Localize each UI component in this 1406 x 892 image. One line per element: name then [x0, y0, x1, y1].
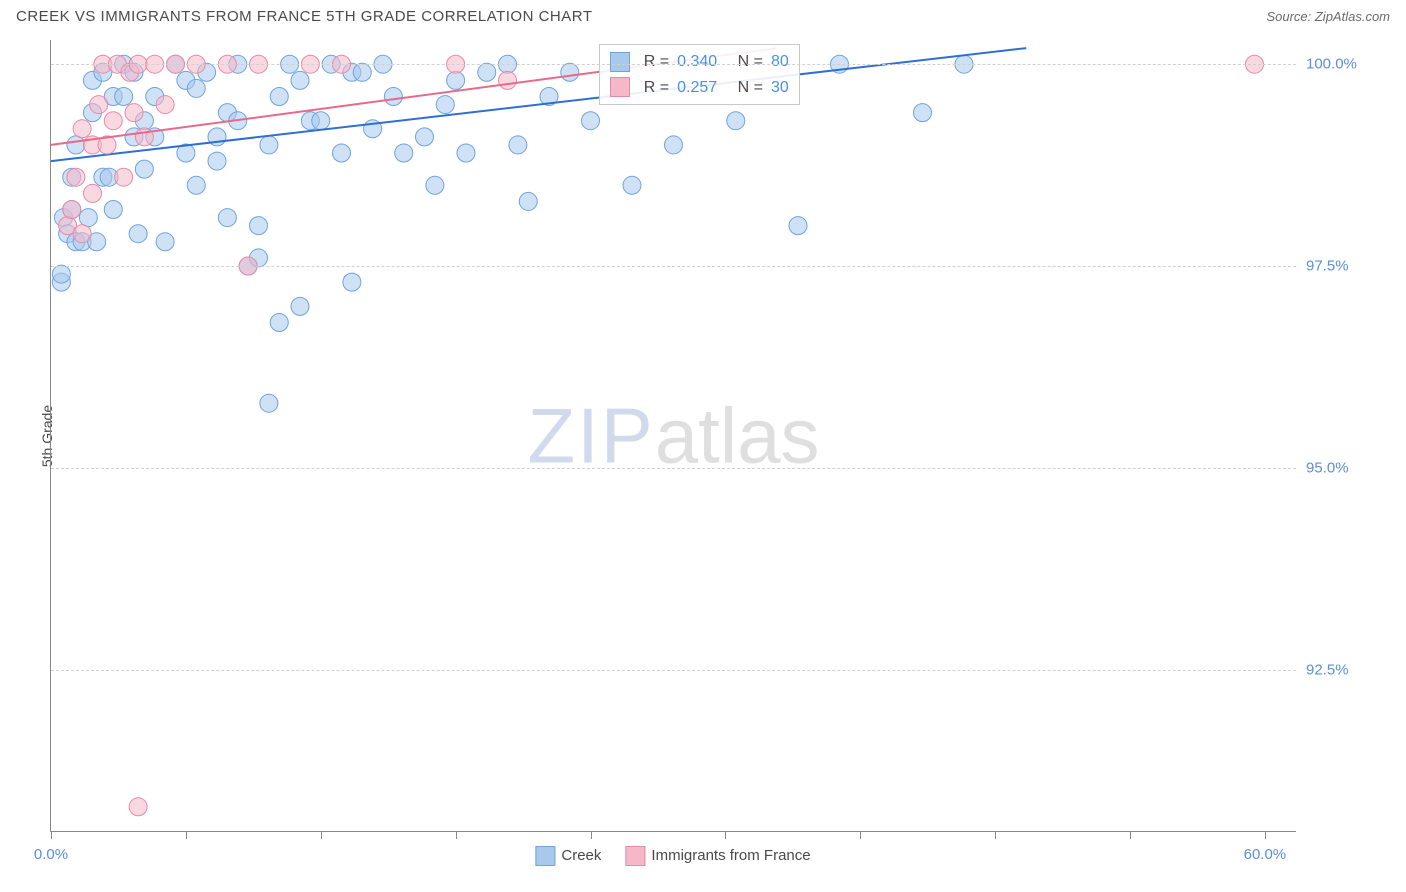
scatter-point — [291, 71, 309, 89]
scatter-point — [115, 88, 133, 106]
scatter-point — [104, 201, 122, 219]
scatter-point — [156, 96, 174, 114]
xtick-label: 60.0% — [1244, 846, 1287, 863]
scatter-point — [79, 209, 97, 227]
legend-swatch-france — [625, 846, 645, 866]
stats-n-label: N = — [738, 75, 763, 101]
scatter-point — [260, 394, 278, 412]
scatter-point — [260, 136, 278, 154]
ytick-label: 100.0% — [1306, 56, 1386, 73]
scatter-point — [582, 112, 600, 130]
xtick — [321, 831, 322, 839]
gridline-h — [51, 468, 1296, 469]
scatter-point — [727, 112, 745, 130]
scatter-point — [218, 209, 236, 227]
scatter-point — [665, 136, 683, 154]
scatter-point — [115, 168, 133, 186]
stats-r-france: 0.257 — [677, 75, 717, 101]
xtick — [995, 831, 996, 839]
scatter-point — [129, 225, 147, 243]
stats-r-creek: 0.340 — [677, 49, 717, 75]
chart-header: CREEK VS IMMIGRANTS FROM FRANCE 5TH GRAD… — [0, 0, 1406, 29]
stats-swatch-creek — [610, 52, 630, 72]
legend-label-france: Immigrants from France — [651, 847, 810, 864]
xtick — [591, 831, 592, 839]
xtick — [186, 831, 187, 839]
scatter-point — [52, 265, 70, 283]
scatter-point — [104, 112, 122, 130]
gridline-h — [51, 266, 1296, 267]
chart-source: Source: ZipAtlas.com — [1266, 9, 1390, 24]
scatter-point — [67, 136, 85, 154]
xtick — [51, 831, 52, 839]
scatter-point — [395, 144, 413, 162]
scatter-point — [135, 160, 153, 178]
scatter-point — [270, 314, 288, 332]
scatter-point — [519, 192, 537, 210]
scatter-point — [457, 144, 475, 162]
xtick — [725, 831, 726, 839]
scatter-point — [384, 88, 402, 106]
plot-area: ZIPatlas R = 0.340 N = 80 R = 0.257 N = … — [50, 40, 1296, 832]
scatter-point — [499, 71, 517, 89]
stats-n-label: N = — [738, 49, 763, 75]
ytick-label: 97.5% — [1306, 258, 1386, 275]
scatter-point — [250, 217, 268, 235]
scatter-point — [90, 96, 108, 114]
scatter-point — [270, 88, 288, 106]
stats-r-label: R = — [644, 49, 669, 75]
scatter-point — [125, 104, 143, 122]
scatter-point — [129, 798, 147, 816]
scatter-point — [914, 104, 932, 122]
scatter-point — [187, 79, 205, 97]
scatter-point — [623, 176, 641, 194]
stats-row-creek: R = 0.340 N = 80 — [610, 49, 789, 75]
stats-n-france: 30 — [771, 75, 789, 101]
scatter-point — [73, 225, 91, 243]
scatter-point — [436, 96, 454, 114]
ytick-label: 92.5% — [1306, 661, 1386, 678]
scatter-point — [63, 201, 81, 219]
plot-svg — [51, 40, 1296, 831]
legend-item-france: Immigrants from France — [625, 846, 810, 866]
stats-r-label: R = — [644, 75, 669, 101]
chart-title: CREEK VS IMMIGRANTS FROM FRANCE 5TH GRAD… — [16, 8, 593, 25]
scatter-point — [156, 233, 174, 251]
scatter-point — [353, 63, 371, 81]
stats-n-creek: 80 — [771, 49, 789, 75]
scatter-point — [67, 168, 85, 186]
scatter-point — [187, 176, 205, 194]
scatter-point — [333, 144, 351, 162]
legend-bottom: Creek Immigrants from France — [535, 846, 810, 866]
legend-item-creek: Creek — [535, 846, 601, 866]
scatter-point — [291, 297, 309, 315]
stats-row-france: R = 0.257 N = 30 — [610, 75, 789, 101]
scatter-point — [135, 128, 153, 146]
scatter-point — [208, 152, 226, 170]
ytick-label: 95.0% — [1306, 459, 1386, 476]
xtick-label: 0.0% — [34, 846, 68, 863]
scatter-point — [343, 273, 361, 291]
scatter-point — [312, 112, 330, 130]
xtick — [1265, 831, 1266, 839]
stats-swatch-france — [610, 77, 630, 97]
correlation-stats-box: R = 0.340 N = 80 R = 0.257 N = 30 — [599, 44, 800, 105]
legend-label-creek: Creek — [561, 847, 601, 864]
xtick — [456, 831, 457, 839]
scatter-point — [447, 71, 465, 89]
gridline-h — [51, 670, 1296, 671]
chart-container: 5th Grade ZIPatlas R = 0.340 N = 80 R = … — [50, 40, 1296, 832]
scatter-point — [789, 217, 807, 235]
scatter-point — [426, 176, 444, 194]
scatter-point — [478, 63, 496, 81]
scatter-point — [416, 128, 434, 146]
scatter-point — [509, 136, 527, 154]
legend-swatch-creek — [535, 846, 555, 866]
xtick — [860, 831, 861, 839]
scatter-point — [84, 184, 102, 202]
scatter-point — [561, 63, 579, 81]
scatter-point — [73, 120, 91, 138]
xtick — [1130, 831, 1131, 839]
gridline-h — [51, 64, 1296, 65]
